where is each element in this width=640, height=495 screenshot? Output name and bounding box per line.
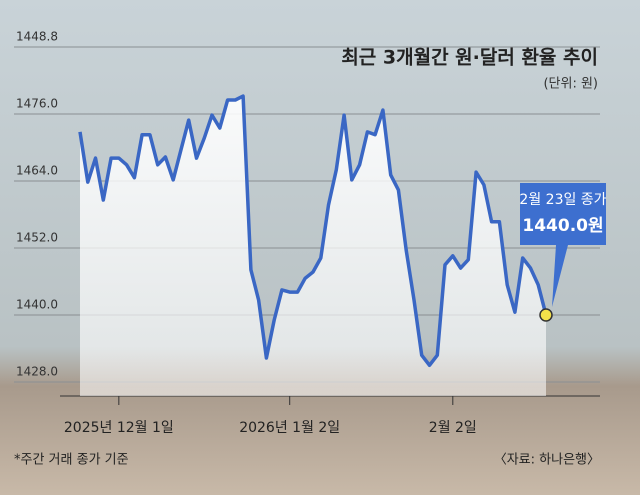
- annotation: 2월 23일 종가: [519, 192, 606, 208]
- chart-subtitle: (단위: 원): [543, 77, 598, 92]
- chart-title: 최근 3개월간 원·달러 환율 추이: [341, 47, 598, 69]
- source: 〈자료: 하나은행〉: [494, 452, 600, 468]
- callout: [520, 183, 606, 307]
- y-tick-label: 1452.0: [16, 231, 58, 245]
- end-point: [539, 308, 553, 322]
- line: [78, 94, 548, 368]
- y-tick-label: 1440.0: [16, 298, 58, 312]
- y-tick-label: 1448.8: [16, 30, 58, 44]
- plot: 2월 23일 종가 1440.0원: [78, 94, 607, 396]
- y-tick-label: 1476.0: [16, 97, 58, 111]
- y-tick-label: 1428.0: [16, 365, 58, 379]
- x-tick-label: 2월 2일: [429, 420, 477, 436]
- value-label: 1440.0원: [522, 216, 603, 236]
- x-tick-label: 2025년 12월 1일: [64, 420, 174, 436]
- footnote: *주간 거래 종가 기준: [14, 453, 129, 468]
- area: [80, 96, 546, 396]
- y-tick-label: 1464.0: [16, 164, 58, 178]
- x-tick-label: 2026년 1월 2일: [239, 420, 340, 436]
